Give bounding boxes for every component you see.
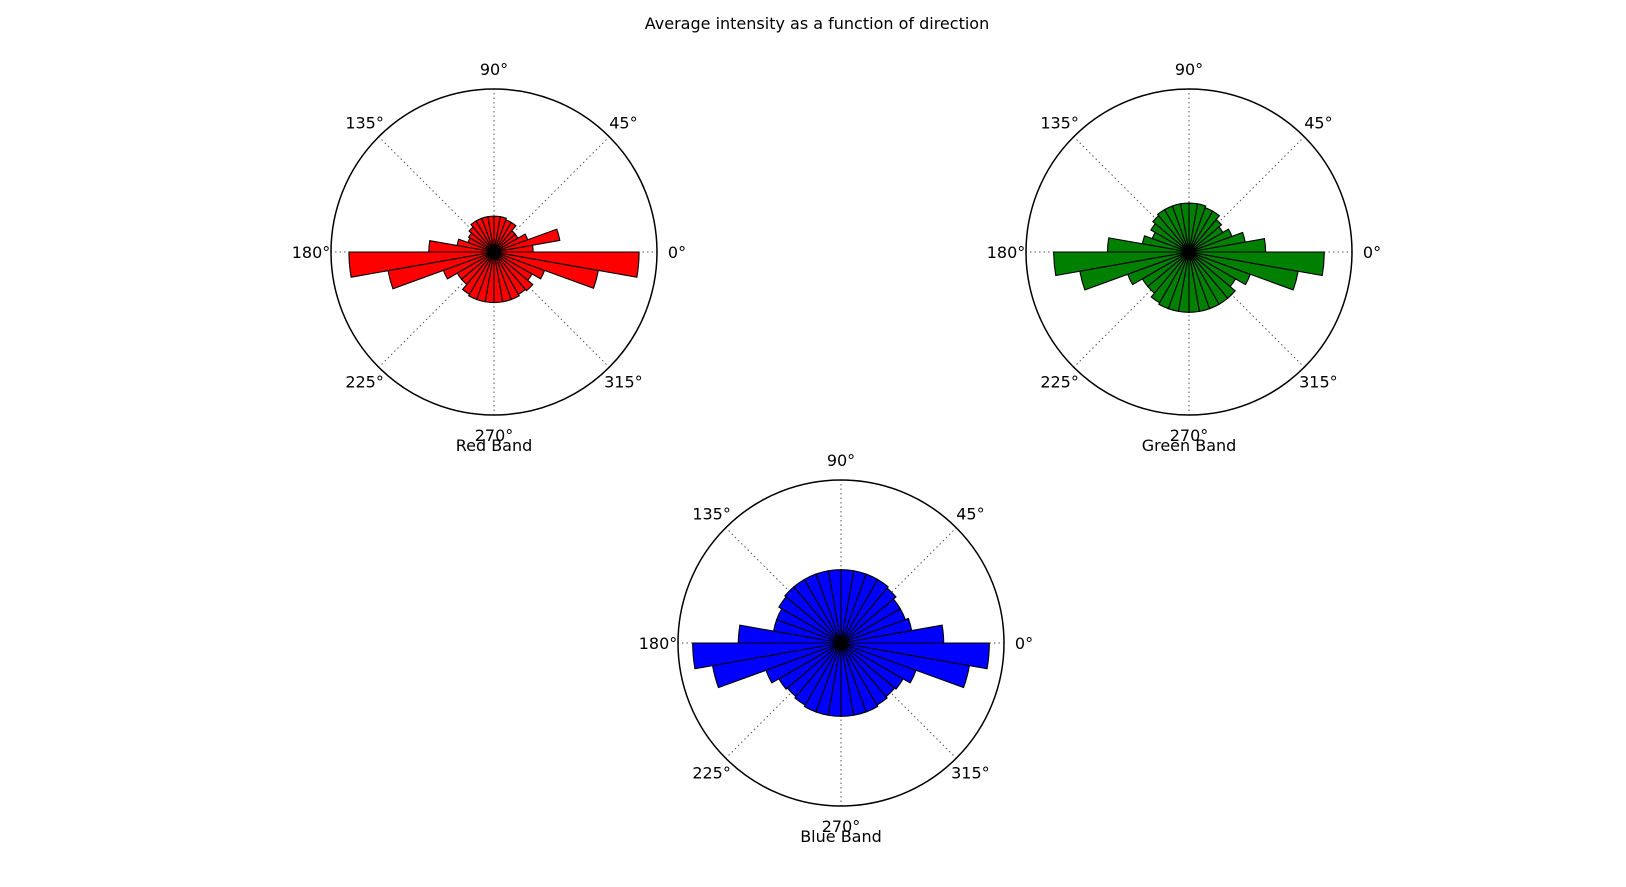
theta-tick-label: 135° (692, 505, 731, 524)
theta-tick-label: 90° (480, 60, 508, 79)
polar-bar (1156, 208, 1190, 253)
theta-tick-label: 135° (345, 114, 384, 133)
theta-tick-label: 45° (609, 114, 637, 133)
polar-panel-blue-band: 0° 45° 90° 135° 180° 225° 270° 315° Blue Band (639, 451, 1033, 846)
polar-panel-green-band: 0° 45° 90° 135° 180° 225° 270° 315° Green Band (987, 60, 1381, 455)
theta-tick-label: 225° (345, 372, 384, 391)
polar-frame (1025, 88, 1353, 416)
polar-bar (840, 642, 879, 713)
polar-bar (467, 232, 495, 253)
polar-bar (1127, 251, 1190, 286)
polar-bar (470, 220, 495, 253)
theta-tick-label: 45° (1304, 114, 1332, 133)
theta-tick-label: 0° (1015, 634, 1033, 653)
polar-bar (778, 596, 842, 644)
theta-tick-label: 315° (604, 372, 643, 391)
theta-tick-label: 180° (292, 243, 331, 262)
theta-tick-label: 0° (668, 243, 686, 262)
panel-label-red-band: Red Band (456, 436, 533, 455)
theta-tick-label: 270° (475, 426, 514, 445)
polar-bar (468, 226, 495, 253)
polar-bar (1152, 215, 1190, 253)
theta-tick-label: 315° (1299, 372, 1338, 391)
theta-tick-label: 315° (951, 763, 990, 782)
theta-tick-label: 135° (1040, 114, 1079, 133)
polar-bar (1188, 251, 1325, 277)
polar-bar (1150, 222, 1190, 253)
polar-bar (1188, 251, 1236, 299)
polar-bar (493, 251, 640, 278)
theta-tick-label: 45° (956, 505, 984, 524)
figure-title: Average intensity as a function of direc… (645, 14, 989, 33)
theta-tick-label: 180° (639, 634, 678, 653)
polar-bar (493, 251, 534, 292)
theta-tick-label: 90° (1175, 60, 1203, 79)
polar-bar (765, 642, 842, 684)
polar-frame (677, 479, 1005, 807)
polar-bar (778, 642, 842, 690)
panel-label-green-band: Green Band (1142, 436, 1237, 455)
polar-panel-red-band: 0° 45° 90° 135° 180° 225° 270° 315° Red Band (292, 60, 686, 455)
theta-tick-label: 270° (1170, 426, 1209, 445)
polar-frame (330, 88, 658, 416)
polar-bar (784, 586, 842, 644)
theta-tick-label: 0° (1363, 243, 1381, 262)
theta-tick-label: 225° (1040, 372, 1079, 391)
panel-label-blue-band: Blue Band (800, 827, 882, 846)
polar-bar (840, 642, 888, 706)
theta-tick-label: 90° (827, 451, 855, 470)
theta-tick-label: 225° (692, 763, 731, 782)
theta-tick-label: 270° (822, 817, 861, 836)
polar-bar (840, 642, 990, 670)
theta-tick-label: 180° (987, 243, 1026, 262)
